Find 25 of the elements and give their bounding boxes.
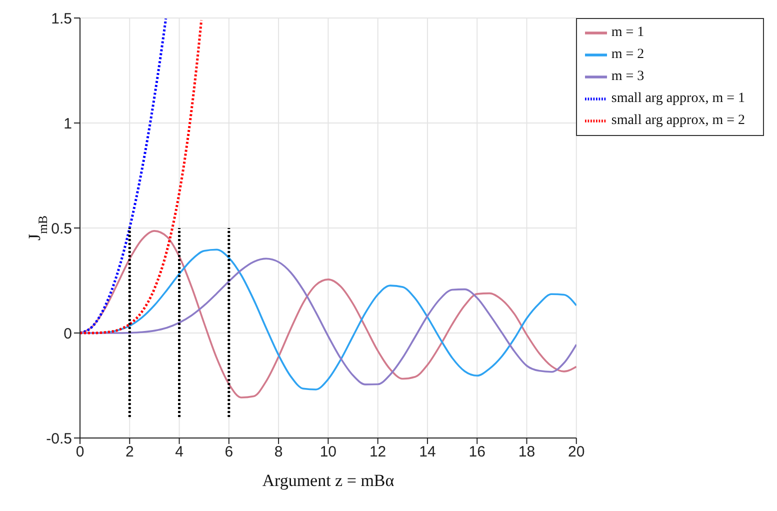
line-series [80, 230, 576, 398]
x-tick-label: 10 [320, 444, 337, 461]
legend-label: small arg approx, m = 2 [611, 113, 745, 128]
x-tick-label: 18 [518, 444, 536, 461]
legend-label: m = 3 [611, 69, 644, 84]
legend-label: small arg approx, m = 1 [611, 91, 745, 106]
x-tick-label: 6 [224, 444, 234, 461]
y-tick-label: 1 [64, 115, 72, 132]
x-tick-label: 4 [175, 444, 184, 461]
x-tick-label: 14 [419, 444, 436, 461]
x-axis-title: Argument z = mBα [262, 471, 394, 490]
line-series [80, 19, 203, 334]
legend-label: m = 1 [611, 25, 644, 40]
x-tick-label: 12 [369, 444, 386, 461]
x-tick-label: 20 [568, 444, 585, 461]
y-tick-label: 0.5 [51, 220, 72, 238]
x-tick-label: 2 [125, 444, 134, 461]
legend-label: m = 2 [611, 47, 644, 62]
x-tick-label: 16 [468, 444, 486, 461]
y-tick-label: -0.5 [46, 430, 72, 448]
x-tick-label: 8 [274, 444, 283, 461]
line-series [80, 18, 168, 334]
x-tick-label: 0 [76, 444, 84, 461]
y-tick-label: 1.5 [51, 10, 72, 28]
y-tick-label: 0 [64, 325, 72, 342]
